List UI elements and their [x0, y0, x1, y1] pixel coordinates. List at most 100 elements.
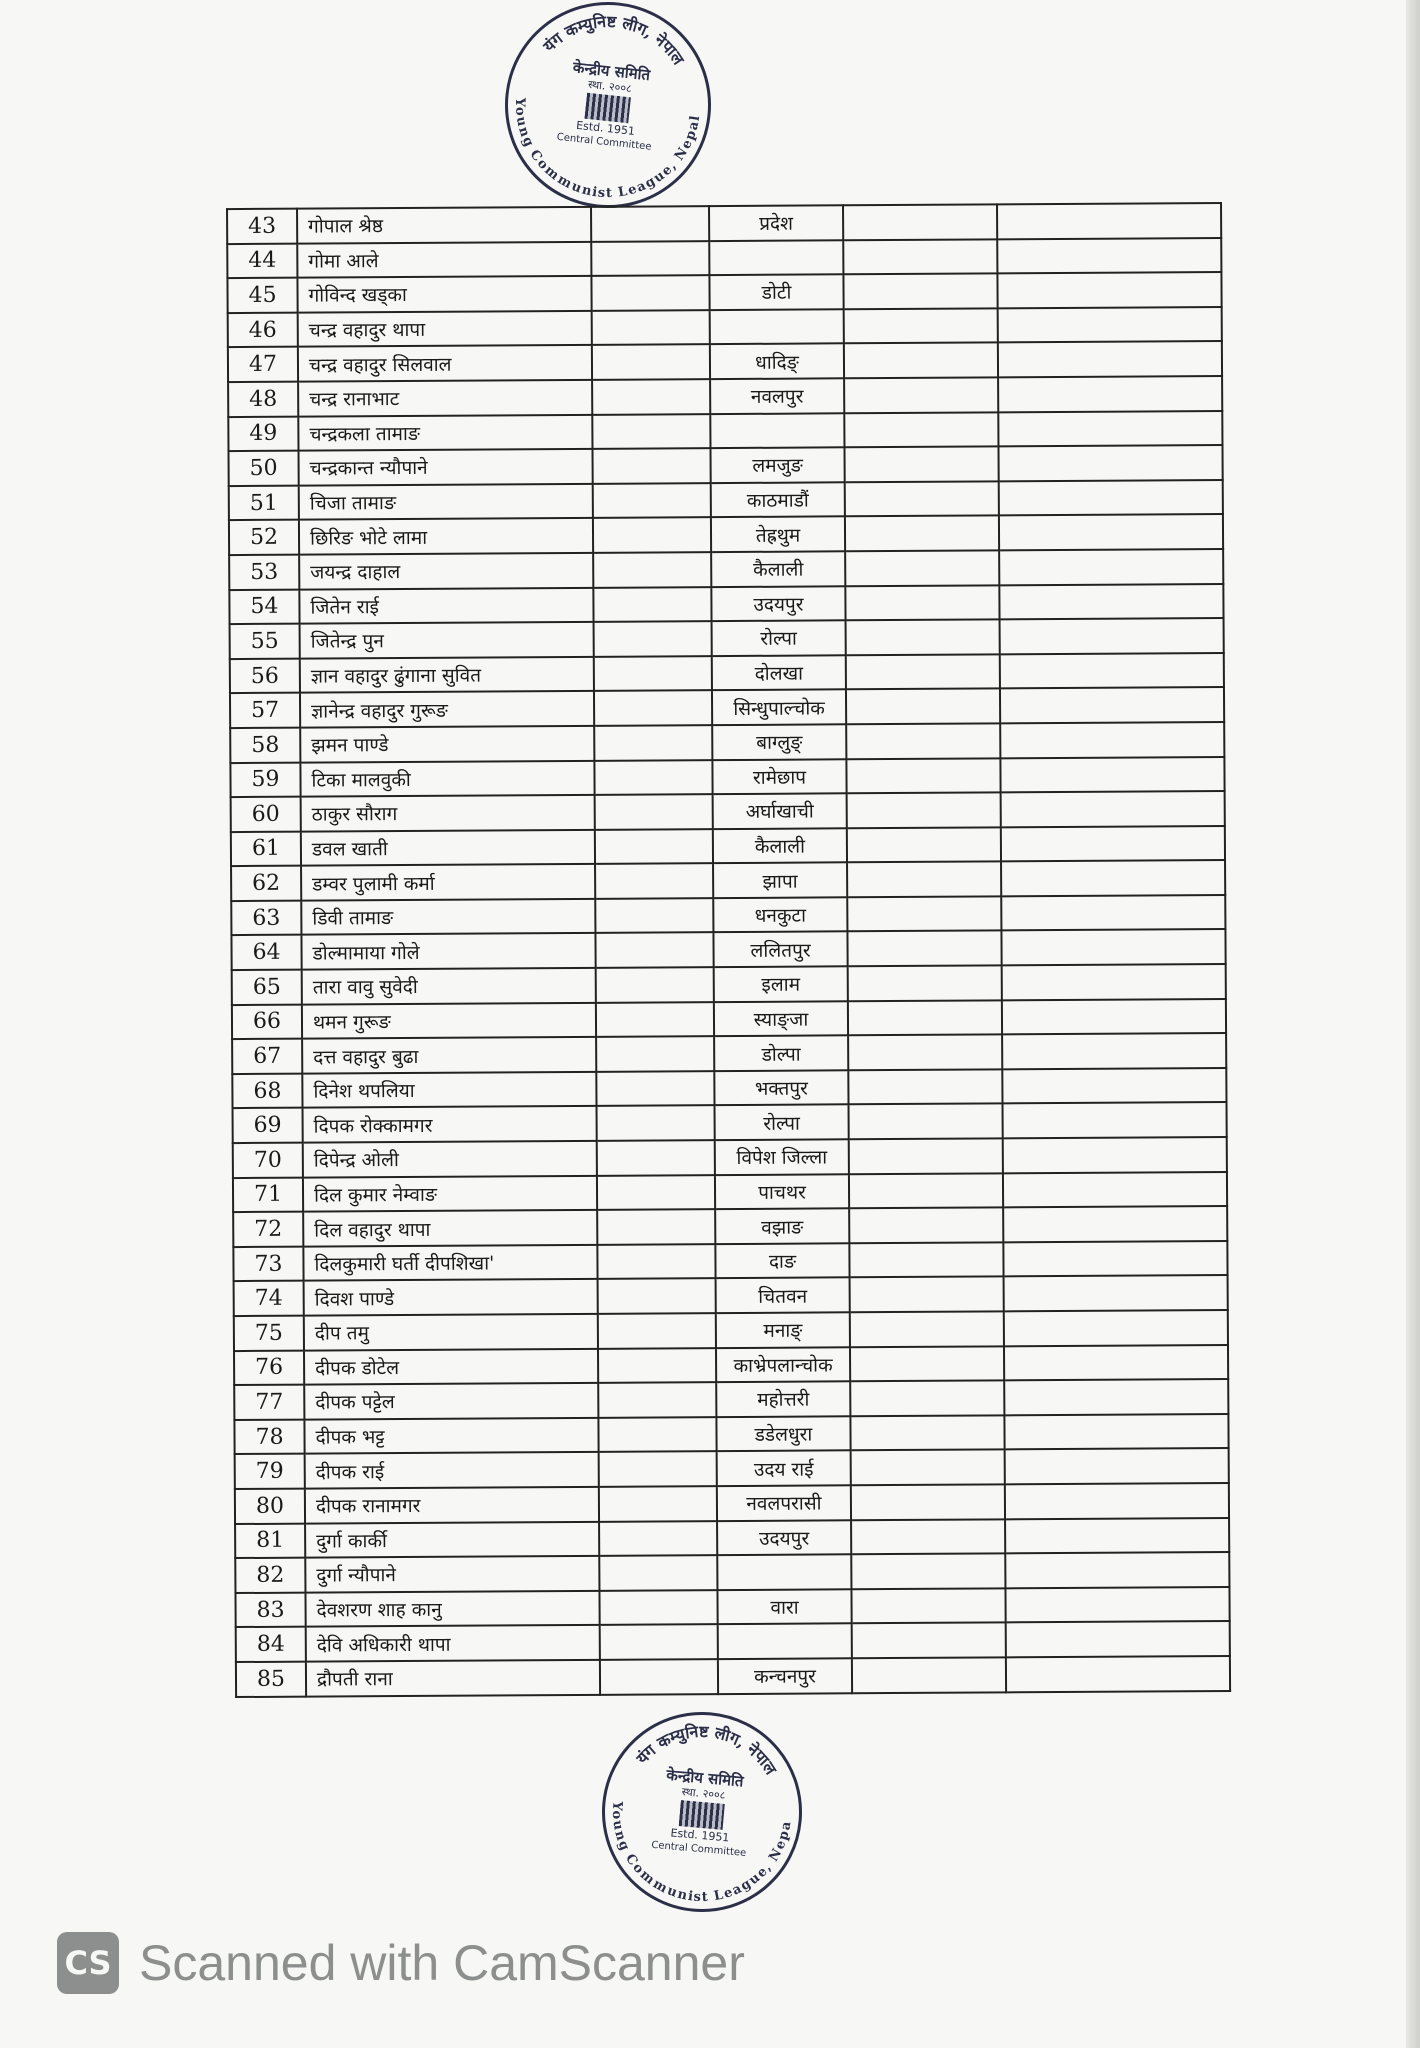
empty-cell — [844, 515, 1000, 552]
district — [710, 412, 845, 449]
district: नवलपुर — [710, 378, 845, 414]
district: धनकुटा — [713, 897, 848, 933]
stamp-center: केन्द्रीय समिति स्था. २००८ Estd. 1951 Ce… — [601, 1758, 802, 1867]
district — [717, 1623, 852, 1660]
empty-cell — [595, 1001, 715, 1038]
serial-number: 56 — [229, 658, 300, 694]
serial-number: 49 — [228, 416, 299, 452]
district: रामेछाप — [712, 758, 847, 795]
district: रोल्पा — [714, 1104, 849, 1141]
empty-cell — [1003, 1309, 1228, 1346]
empty-cell — [1005, 1586, 1230, 1623]
empty-cell — [847, 1000, 1003, 1036]
member-name: डम्वर पुलामी कर्मा — [301, 864, 596, 901]
empty-cell — [1000, 825, 1226, 862]
member-name: दुर्गा कार्की — [305, 1521, 600, 1558]
member-name: दिलकुमारी घर्ती दीपशिखा' — [303, 1244, 598, 1282]
empty-cell — [593, 586, 712, 622]
member-name: झमन पाण्डे — [300, 725, 595, 763]
district: लमजुङ — [710, 447, 845, 483]
member-name: दीपक राई — [304, 1452, 599, 1489]
district: विपेश जिल्ला — [714, 1139, 849, 1175]
district: ललितपुर — [713, 931, 848, 968]
empty-cell — [843, 204, 998, 240]
member-name: चन्द्रकला तामाङ — [298, 414, 593, 451]
empty-cell — [1004, 1413, 1229, 1450]
empty-cell — [1002, 1102, 1227, 1139]
empty-cell — [1003, 1275, 1228, 1312]
empty-cell — [592, 413, 711, 450]
member-name: दत्त वहादुर बुढा — [302, 1037, 597, 1074]
emblem-icon — [678, 1799, 725, 1830]
district: झापा — [713, 862, 848, 898]
empty-cell — [598, 1382, 717, 1418]
serial-number: 55 — [229, 623, 300, 659]
empty-cell — [843, 273, 998, 310]
district: चितवन — [715, 1277, 850, 1314]
empty-cell — [851, 1622, 1006, 1659]
empty-cell — [596, 1036, 715, 1072]
serial-number: 46 — [227, 312, 298, 348]
empty-cell — [845, 654, 1000, 690]
empty-cell — [847, 861, 1002, 898]
empty-cell — [595, 863, 714, 899]
empty-cell — [599, 1555, 718, 1591]
empty-cell — [593, 655, 712, 692]
member-name: चन्द्र वहादुर सिलवाल — [297, 345, 593, 382]
empty-cell — [844, 446, 999, 483]
serial-number: 77 — [234, 1384, 305, 1420]
stamp-ring: यंग कम्युनिष्ट लीग, नेपाल Young Communis… — [597, 1710, 803, 1913]
empty-cell — [594, 725, 713, 761]
member-name: दिवश पाण्डे — [303, 1279, 598, 1316]
district: कैलाली — [712, 827, 848, 864]
member-name: द्रौपती राना — [305, 1659, 601, 1697]
district: उदयपुर — [717, 1519, 852, 1556]
empty-cell — [848, 1172, 1004, 1209]
empty-cell — [843, 238, 998, 275]
member-name: देवशरण शाह कानु — [305, 1590, 600, 1627]
empty-cell — [997, 341, 1223, 378]
empty-cell — [846, 827, 1002, 863]
district — [717, 1554, 852, 1590]
empty-cell — [1002, 1171, 1228, 1208]
district: दोलखा — [711, 655, 846, 691]
empty-cell — [843, 308, 998, 344]
member-name: चिजा तामाङ — [298, 483, 593, 520]
empty-cell — [591, 275, 710, 311]
empty-cell — [849, 1345, 1005, 1382]
serial-number: 72 — [233, 1211, 304, 1247]
empty-cell — [844, 481, 999, 517]
empty-cell — [1004, 1482, 1230, 1519]
empty-cell — [1003, 1206, 1228, 1243]
empty-cell — [1005, 1517, 1230, 1554]
empty-cell — [596, 1105, 715, 1141]
empty-cell — [597, 1313, 716, 1349]
empty-cell — [591, 344, 711, 380]
empty-cell — [998, 375, 1223, 412]
empty-cell — [591, 206, 710, 242]
empty-cell — [847, 930, 1002, 967]
member-name: चन्द्रकान्त न्यौपाने — [298, 449, 593, 486]
district: वझाङ — [715, 1208, 850, 1244]
member-name: डोल्मामाया गोले — [301, 933, 596, 970]
empty-cell — [594, 828, 714, 865]
camscanner-watermark: CS Scanned with CamScanner — [57, 1932, 745, 1994]
member-name: दीपक पट्टेल — [304, 1383, 599, 1420]
empty-cell — [1001, 964, 1226, 1001]
district: स्याङ्जा — [713, 1000, 849, 1037]
empty-cell — [848, 1069, 1003, 1105]
district: पाचथर — [714, 1173, 850, 1210]
serial-number: 69 — [232, 1108, 303, 1144]
empty-cell — [997, 203, 1222, 239]
district: धादिङ् — [709, 343, 845, 380]
district: भक्तपुर — [714, 1070, 849, 1106]
empty-cell — [597, 1278, 716, 1314]
empty-cell — [598, 1451, 717, 1487]
district: तेह्रथुम — [710, 516, 846, 553]
serial-number: 76 — [233, 1350, 305, 1386]
member-name: जयन्द्र दाहाल — [299, 552, 594, 590]
empty-cell — [593, 552, 712, 588]
empty-cell — [848, 1103, 1003, 1140]
empty-cell — [846, 792, 1001, 828]
district: वारा — [717, 1589, 852, 1625]
